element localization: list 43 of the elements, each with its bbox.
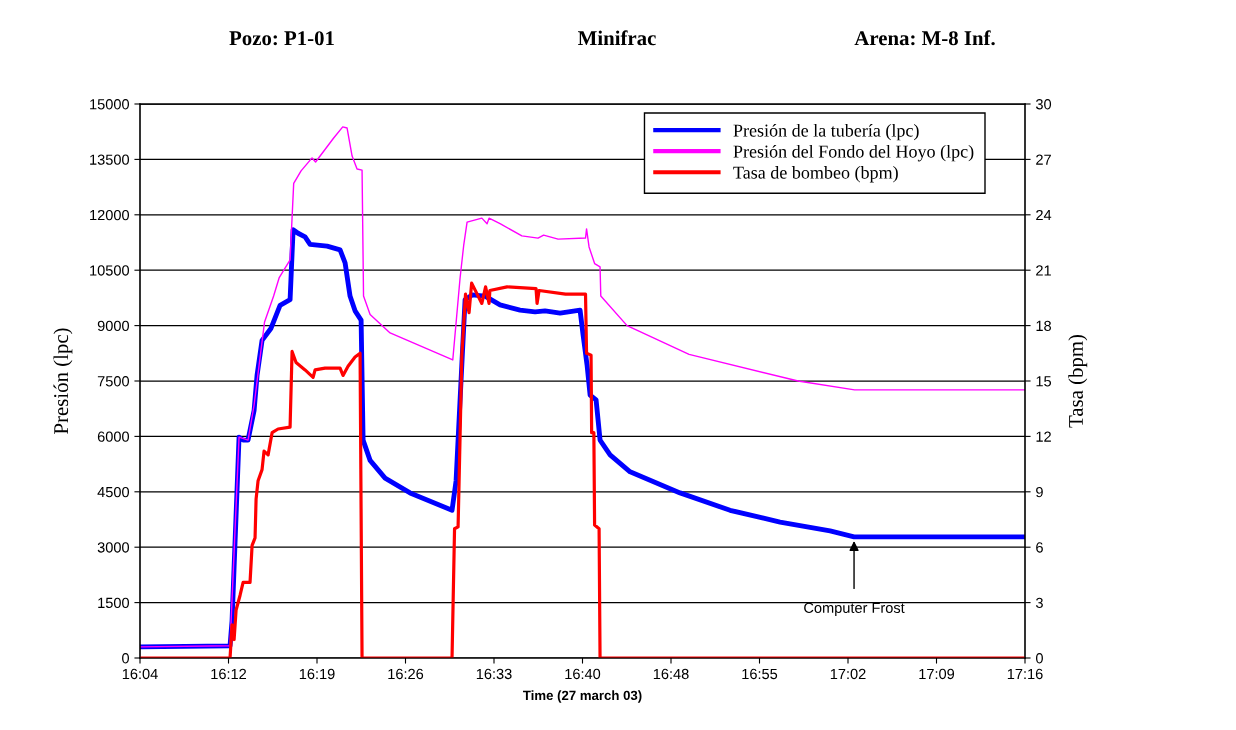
y2-tick-label: 3: [1035, 597, 1043, 609]
y-tick-label: 7500: [97, 376, 130, 387]
legend-label: Tasa de bombeo (bpm): [733, 166, 898, 183]
y-tick-label: 13500: [90, 154, 130, 165]
x-tick-label: 17:09: [919, 668, 955, 680]
x-tick-label: 16:55: [742, 668, 778, 680]
y-tick-label: 0: [122, 653, 130, 664]
y-tick-label: 12000: [90, 209, 130, 221]
x-tick-label: 17:02: [830, 668, 866, 680]
x-tick-label: 16:19: [299, 668, 335, 680]
x-axis-title: Time (27 march 03): [523, 690, 642, 703]
y-tick-label: 6000: [97, 431, 130, 442]
y-tick-label: 1500: [98, 597, 130, 609]
x-tick-label: 16:12: [211, 668, 247, 680]
text: Arena: M-8 Inf.: [854, 30, 995, 46]
y2-tick-label: 24: [1036, 209, 1052, 221]
y2-tick-label: 27: [1036, 154, 1051, 165]
y2-tick-label: 12: [1036, 431, 1051, 442]
y-tick-label: 9000: [97, 320, 130, 332]
y-tick-label: 4500: [97, 486, 130, 498]
x-tick-label: 16:04: [122, 668, 158, 680]
legend-label: Presión de la tubería (lpc): [733, 123, 919, 141]
y2-tick-label: 18: [1036, 320, 1051, 332]
annotation: Computer Frost: [804, 602, 905, 616]
x-tick-label: 16:40: [565, 668, 601, 680]
chart-title: Minifrac: [578, 30, 656, 46]
y2-tick-label: 0: [1035, 653, 1043, 664]
x-tick-label: 16:33: [476, 668, 512, 680]
x-tick-label: 16:48: [653, 668, 689, 680]
legend-label: Presión del Fondo del Hoyo (lpc): [733, 144, 974, 162]
x-tick-label: 16:26: [388, 668, 424, 680]
y2-tick-label: 21: [1036, 265, 1051, 276]
y-tick-label: 3000: [97, 542, 130, 553]
y2-tick-label: 30: [1035, 99, 1052, 110]
y2-tick-label: 6: [1036, 542, 1043, 553]
y-tick-label: 15000: [90, 99, 130, 110]
y2-tick-label: 15: [1036, 376, 1052, 387]
y-tick-label: 10500: [90, 265, 130, 276]
y-axis-title: Presión (lpc): [53, 328, 73, 434]
x-tick-label: 17:16: [1007, 668, 1043, 680]
y2-tick-label: 9: [1036, 486, 1043, 498]
y2-axis-title: Tasa (bpm): [1068, 334, 1088, 428]
text: Pozo: P1-01: [229, 31, 334, 46]
